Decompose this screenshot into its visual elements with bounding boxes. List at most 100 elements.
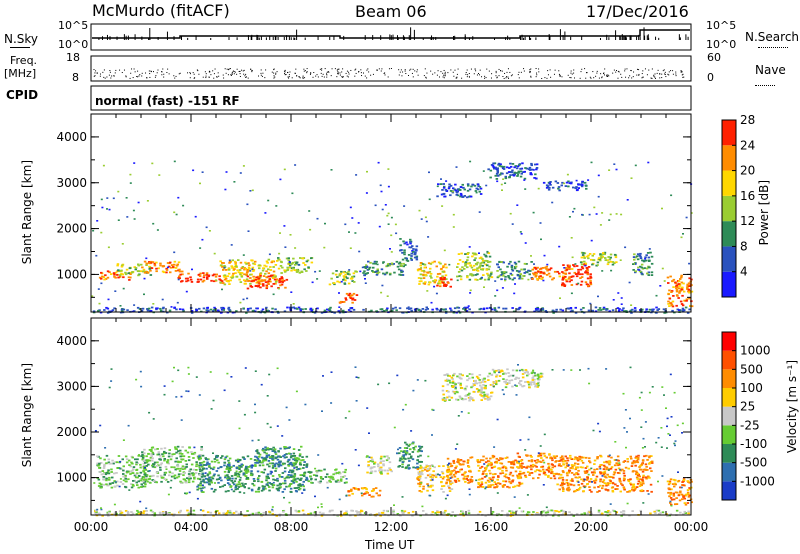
freq-dot <box>230 74 232 76</box>
data-cell <box>374 262 377 265</box>
data-cell <box>315 471 319 474</box>
data-cell <box>262 279 265 282</box>
freq-dot <box>366 77 368 79</box>
data-cell <box>469 470 472 473</box>
data-cell <box>418 280 422 283</box>
data-cell <box>239 281 243 283</box>
data-cell <box>147 463 150 466</box>
data-cell <box>230 475 234 477</box>
data-cell <box>484 263 487 266</box>
data-cell <box>425 306 428 309</box>
data-cell <box>567 180 570 183</box>
data-cell <box>442 465 445 467</box>
data-cell <box>583 470 587 473</box>
scatter-cell <box>251 268 254 270</box>
data-cell <box>447 282 450 284</box>
data-cell <box>283 470 287 473</box>
data-cell <box>449 462 452 465</box>
freq-dot <box>432 73 434 75</box>
scatter-cell <box>539 222 542 224</box>
data-cell <box>317 469 321 472</box>
freq-dot <box>141 72 143 74</box>
data-cell <box>493 167 496 170</box>
data-cell <box>395 260 399 263</box>
data-cell <box>416 459 419 461</box>
data-cell <box>561 457 565 460</box>
data-cell <box>589 275 592 278</box>
data-cell <box>131 456 134 459</box>
data-cell <box>549 183 552 186</box>
noise-tick-low-left: 10^0 <box>58 38 89 51</box>
data-cell <box>466 475 470 477</box>
data-cell <box>683 299 687 302</box>
data-cell <box>623 488 626 491</box>
data-cell <box>253 480 256 482</box>
data-cell <box>141 485 144 488</box>
data-cell <box>278 281 281 284</box>
scatter-cell <box>407 306 410 308</box>
data-cell <box>233 265 236 268</box>
data-patch <box>456 251 494 281</box>
data-cell <box>195 310 198 313</box>
data-cell <box>222 269 225 271</box>
data-cell <box>259 274 262 277</box>
data-cell <box>300 477 303 480</box>
freq-dot <box>629 75 631 77</box>
data-cell <box>566 484 570 487</box>
data-cell <box>262 283 265 286</box>
data-cell <box>669 301 672 304</box>
data-cell <box>326 473 329 476</box>
data-cell <box>174 270 178 272</box>
freq-dot <box>326 74 328 76</box>
data-cell <box>341 301 345 303</box>
data-cell <box>266 261 269 264</box>
data-cell <box>404 450 407 453</box>
data-cell <box>240 274 243 277</box>
data-cell <box>298 454 302 457</box>
data-cell <box>516 460 519 463</box>
data-cell <box>217 461 220 464</box>
freq-dot <box>205 75 207 77</box>
data-cell <box>237 271 241 274</box>
data-cell <box>370 466 374 469</box>
data-cell <box>621 309 624 312</box>
data-cell <box>271 456 274 459</box>
data-cell <box>548 268 551 271</box>
data-cell <box>427 485 431 488</box>
data-cell <box>582 480 585 482</box>
data-cell <box>304 308 307 310</box>
data-cell <box>233 480 237 483</box>
data-cell <box>289 487 293 490</box>
data-cell <box>606 259 609 262</box>
data-cell <box>351 298 354 301</box>
data-cell <box>182 478 186 481</box>
freq-dot <box>559 74 561 76</box>
data-patch <box>177 272 224 283</box>
freq-dot <box>444 71 446 73</box>
data-cell <box>576 272 580 275</box>
data-cell <box>650 262 654 265</box>
data-cell <box>508 486 511 489</box>
data-cell <box>229 469 232 471</box>
data-cell <box>514 165 517 167</box>
freq-dot <box>367 68 369 70</box>
data-cell <box>494 460 498 463</box>
data-cell <box>495 310 498 313</box>
data-cell <box>569 310 573 313</box>
data-cell <box>576 476 580 479</box>
data-cell <box>158 458 161 461</box>
data-cell <box>234 488 237 491</box>
scatter-cell <box>648 248 651 250</box>
data-cell <box>680 281 684 284</box>
data-cell <box>206 276 209 279</box>
data-cell <box>278 278 282 280</box>
data-cell <box>244 475 248 478</box>
data-cell <box>459 468 462 471</box>
data-cell <box>395 309 398 312</box>
data-cell <box>105 477 108 480</box>
data-cell <box>418 473 422 476</box>
nsky-legend-line <box>10 47 30 48</box>
scatter-cell <box>386 214 389 217</box>
data-cell <box>210 481 214 484</box>
data-cell <box>290 463 294 466</box>
